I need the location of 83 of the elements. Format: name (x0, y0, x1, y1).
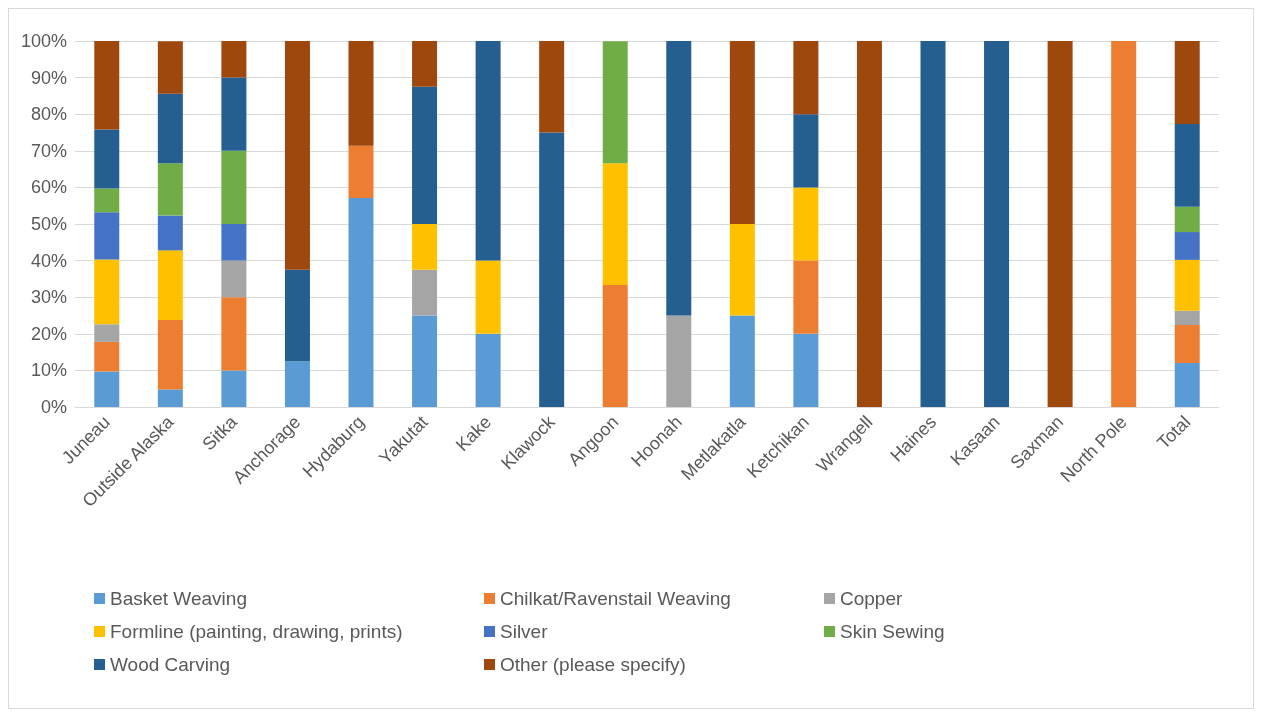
bar (94, 188, 120, 213)
bar (94, 371, 120, 407)
bar (221, 370, 247, 407)
y-tick-label: 20% (30, 323, 67, 344)
bar (157, 163, 183, 216)
bar (412, 315, 438, 407)
bar (1174, 363, 1200, 407)
bar (157, 389, 183, 407)
bar (1111, 41, 1137, 407)
bar (729, 315, 755, 407)
y-tick-label: 90% (30, 67, 67, 88)
bar (221, 297, 247, 371)
bar (1174, 206, 1200, 233)
y-tick-label: 60% (30, 177, 67, 198)
bar (539, 41, 565, 133)
bar (1174, 259, 1200, 311)
bar (94, 324, 120, 342)
bar (284, 361, 310, 407)
bar (602, 163, 628, 286)
bar (94, 41, 120, 130)
legend-label: Formline (painting, drawing, prints) (110, 621, 403, 642)
bar (284, 41, 310, 270)
y-tick-label: 80% (30, 104, 67, 125)
legend-label: Silver (500, 621, 549, 642)
bar (793, 333, 819, 407)
legend-label: Basket Weaving (110, 588, 247, 609)
bar (94, 341, 120, 372)
bar (94, 259, 120, 325)
bar (856, 41, 882, 407)
bar (221, 224, 247, 261)
bar (221, 77, 247, 151)
bar (412, 269, 438, 316)
bar (793, 260, 819, 334)
bar (666, 315, 692, 407)
legend-label: Copper (840, 588, 903, 609)
bar (475, 41, 501, 261)
bar (602, 41, 628, 164)
legend-label: Other (please specify) (500, 654, 686, 675)
bar (793, 187, 819, 261)
bar (94, 212, 120, 260)
bar (1174, 325, 1200, 364)
bar (920, 41, 946, 407)
y-tick-label: 40% (30, 250, 67, 271)
bar (221, 150, 247, 224)
bar (1174, 232, 1200, 260)
bar (793, 114, 819, 188)
bar (539, 132, 565, 407)
bar (221, 260, 247, 298)
bar (1174, 310, 1200, 326)
bar (1047, 41, 1073, 407)
bar (1174, 124, 1200, 207)
bar (221, 41, 247, 78)
bar (475, 260, 501, 334)
legend-label: Wood Carving (110, 654, 231, 675)
legend-label: Chilkat/Ravenstail Weaving (500, 588, 731, 609)
bar (1174, 41, 1200, 125)
bar (793, 41, 819, 115)
y-tick-label: 30% (30, 287, 67, 308)
bar (666, 41, 692, 316)
bar (157, 319, 183, 390)
bar (412, 41, 438, 87)
bar (348, 198, 374, 407)
bar (348, 41, 374, 146)
bar (157, 215, 183, 251)
bar (94, 129, 120, 189)
bar (157, 93, 183, 164)
y-tick-label: 100% (20, 31, 67, 51)
bar (729, 224, 755, 316)
legend-label: Skin Sewing (840, 621, 945, 642)
bar (157, 41, 183, 94)
bar (284, 269, 310, 362)
bar (984, 41, 1010, 407)
bar (157, 250, 183, 320)
bar (412, 86, 438, 224)
bar (475, 333, 501, 407)
bar (729, 41, 755, 224)
y-tick-label: 70% (30, 140, 67, 161)
y-tick-label: 50% (30, 214, 67, 234)
y-tick-label: 0% (40, 397, 67, 417)
bar (412, 224, 438, 270)
bar (348, 145, 374, 199)
y-tick-label: 10% (30, 360, 67, 381)
bar (602, 285, 628, 407)
